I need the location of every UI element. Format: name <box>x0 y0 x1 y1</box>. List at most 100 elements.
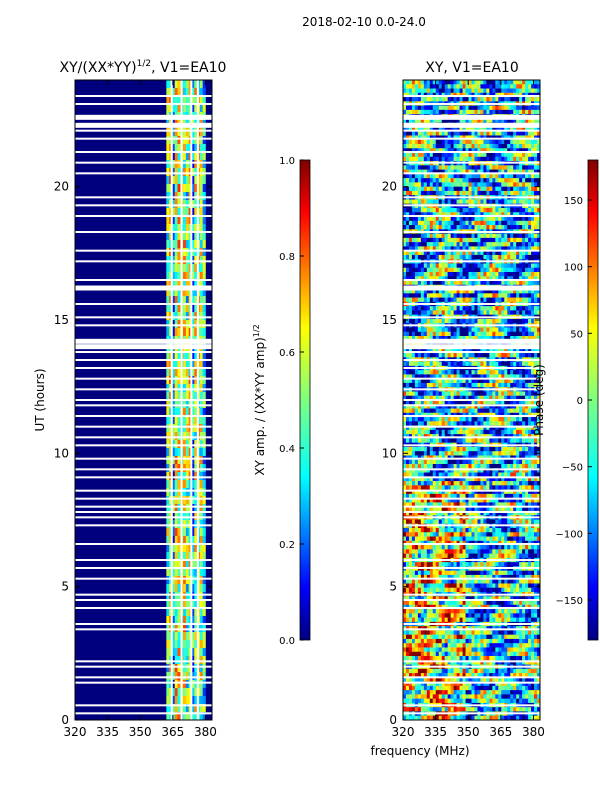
amplitude-cell <box>191 648 195 657</box>
phase-cell <box>408 306 413 311</box>
phase-cell <box>480 131 484 136</box>
phase-cell <box>429 391 434 397</box>
phase-cell <box>471 272 475 277</box>
phase-cell <box>444 190 448 196</box>
phase-cell <box>459 156 463 162</box>
amplitude-cell <box>174 224 178 233</box>
amplitude-cell <box>202 688 206 697</box>
phase-cell <box>411 378 416 384</box>
amplitude-cell <box>199 240 203 249</box>
amplitude-cell <box>185 496 189 505</box>
phase-cell <box>420 370 425 375</box>
phase-cell <box>411 289 416 294</box>
phase-cell <box>447 327 451 333</box>
phase-cell <box>501 109 505 115</box>
phase-cell <box>519 297 523 303</box>
phase-cell <box>426 225 431 230</box>
phase-cell <box>426 280 431 286</box>
phase-cell <box>504 417 508 422</box>
phase-cell <box>459 395 463 401</box>
phase-cell <box>528 374 532 379</box>
amplitude-cell <box>202 456 206 465</box>
phase-cell <box>519 109 523 115</box>
phase-cell <box>435 84 440 89</box>
phase-cell <box>522 404 526 409</box>
phase-cell <box>498 165 502 170</box>
phase-cell <box>477 148 481 153</box>
phase-cell <box>456 237 460 243</box>
phase-cell <box>474 212 478 217</box>
phase-cell <box>477 105 481 111</box>
phase-cell <box>462 208 466 213</box>
phase-cell <box>459 237 463 243</box>
phase-cell <box>450 374 454 379</box>
phase-cell <box>534 97 538 102</box>
amplitude-cell <box>171 688 176 697</box>
phase-cell <box>486 105 490 111</box>
phase-cell <box>403 139 407 145</box>
phase-cell <box>528 318 532 324</box>
amplitude-cell <box>169 568 173 577</box>
phase-cell <box>432 148 437 153</box>
phase-cell <box>417 169 422 175</box>
phase-cell <box>483 293 487 298</box>
amplitude-cell <box>194 664 198 673</box>
phase-cell <box>444 199 448 205</box>
amplitude-cell <box>188 704 192 713</box>
phase-cell <box>480 336 484 341</box>
amplitude-cell <box>183 184 187 193</box>
amplitude-cell <box>194 312 198 321</box>
phase-cell <box>411 186 416 192</box>
amplitude-cell <box>202 488 206 497</box>
phase-cell <box>519 293 523 298</box>
phase-cell <box>408 199 413 205</box>
amplitude-cell <box>183 360 187 369</box>
amplitude-cell <box>194 544 198 553</box>
phase-cell <box>516 361 520 367</box>
phase-cell <box>414 242 419 247</box>
phase-cell <box>447 242 451 247</box>
phase-cell <box>471 220 475 226</box>
phase-cell <box>468 272 472 277</box>
phase-cell <box>495 148 499 153</box>
amplitude-cell <box>174 616 178 625</box>
phase-cell <box>453 190 457 196</box>
phase-cell <box>534 378 538 384</box>
amplitude-cell <box>199 512 203 521</box>
phase-cell <box>417 173 422 179</box>
phase-cell <box>537 199 541 205</box>
phase-cell <box>429 263 434 269</box>
amplitude-cell <box>174 504 178 513</box>
phase-cell <box>456 152 460 158</box>
phase-cell <box>477 276 481 281</box>
phase-cell <box>411 310 416 315</box>
phase-cell <box>471 139 475 145</box>
phase-cell <box>414 97 419 102</box>
amplitude-cell <box>202 216 206 225</box>
phase-cell <box>447 391 451 397</box>
phase-cell <box>501 173 505 179</box>
phase-cell <box>528 156 532 162</box>
phase-cell <box>465 148 469 153</box>
amplitude-cell <box>202 528 206 537</box>
amplitude-cell <box>177 424 181 433</box>
phase-cell <box>453 263 457 269</box>
phase-cell <box>480 425 484 431</box>
phase-cell <box>528 190 532 196</box>
phase-cell <box>462 336 466 341</box>
phase-cell <box>501 267 505 273</box>
phase-cell <box>417 109 422 115</box>
phase-cell <box>498 331 502 337</box>
phase-cell <box>403 131 407 136</box>
phase-cell <box>438 395 443 401</box>
phase-cell <box>459 144 463 149</box>
phase-cell <box>444 118 448 123</box>
phase-cell <box>403 88 407 94</box>
amplitude-cell <box>191 360 195 369</box>
phase-cell <box>516 233 520 239</box>
phase-cell <box>435 310 440 315</box>
phase-cell <box>411 109 416 115</box>
phase-cell <box>462 216 466 222</box>
phase-cell <box>405 400 410 405</box>
phase-cell <box>522 212 526 217</box>
